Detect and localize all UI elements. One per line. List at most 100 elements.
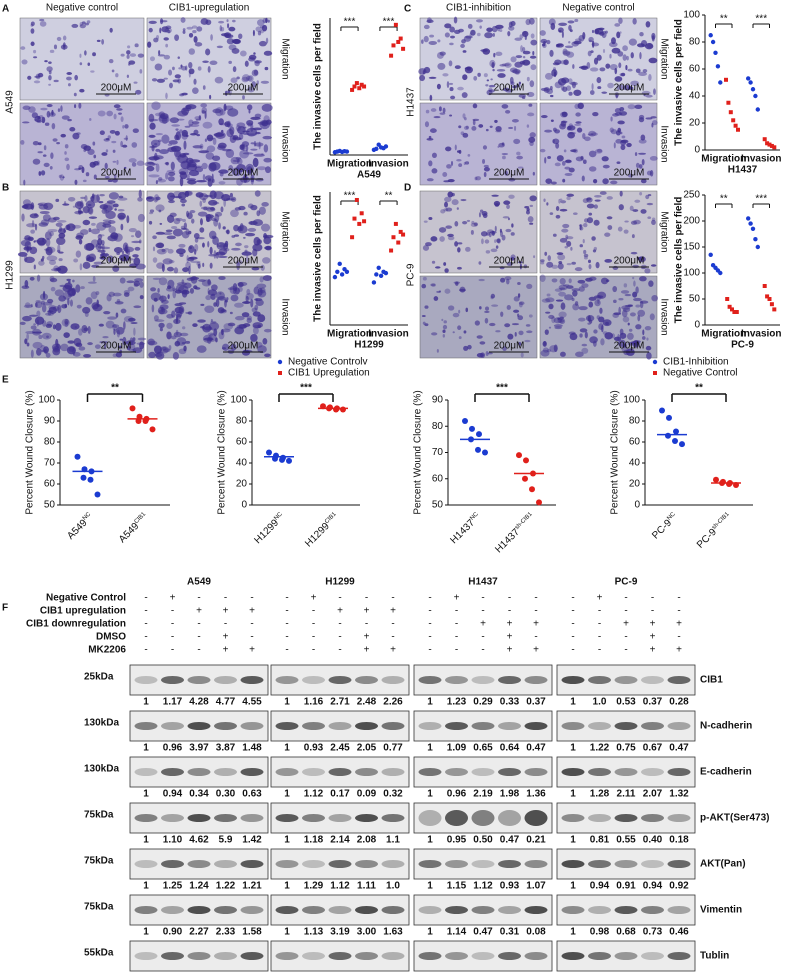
cell xyxy=(473,222,478,227)
data-point xyxy=(359,82,364,87)
quant-value: 1 xyxy=(570,927,576,938)
cell xyxy=(452,312,460,318)
cell xyxy=(23,246,33,251)
condition-sign: - xyxy=(571,645,574,656)
cell xyxy=(260,223,271,232)
cell xyxy=(73,92,77,97)
cell xyxy=(589,336,598,344)
cell xyxy=(220,206,224,213)
quant-value: 0.33 xyxy=(500,697,520,708)
cell xyxy=(36,310,41,317)
cell xyxy=(193,232,200,239)
cell xyxy=(101,152,108,156)
cell xyxy=(461,92,468,98)
cell xyxy=(650,264,657,267)
cell xyxy=(514,125,517,131)
quant-value: 0.98 xyxy=(590,927,610,938)
cell xyxy=(78,207,82,215)
cell xyxy=(209,60,218,65)
cell xyxy=(167,285,172,290)
scale-bar-label: 200μM xyxy=(494,83,525,94)
cell xyxy=(112,353,118,358)
quant-value: 1.1 xyxy=(386,835,400,846)
condition-sign: - xyxy=(171,645,174,656)
cell xyxy=(550,181,557,185)
cell xyxy=(553,317,562,324)
quant-value: 0.37 xyxy=(643,697,663,708)
cell xyxy=(219,122,230,126)
quant-value: 1.17 xyxy=(163,697,183,708)
blot-band xyxy=(240,906,264,914)
cell xyxy=(247,122,252,127)
micrograph-bg xyxy=(19,17,145,101)
cell xyxy=(517,166,524,169)
cell xyxy=(463,345,469,351)
cell xyxy=(442,334,445,338)
blot-band xyxy=(588,814,611,822)
cell xyxy=(647,42,653,49)
cell xyxy=(123,246,135,253)
cell xyxy=(154,319,165,322)
cell xyxy=(192,323,198,328)
cell xyxy=(518,94,526,98)
cell xyxy=(245,232,256,237)
cell xyxy=(42,154,47,157)
cell xyxy=(528,136,536,143)
cell xyxy=(464,117,467,121)
blot-band xyxy=(134,906,158,914)
cell xyxy=(92,141,96,146)
cell xyxy=(209,246,213,255)
cell xyxy=(62,284,73,293)
y-tick-label: 20 xyxy=(236,479,248,490)
x-tick-label: Invasion xyxy=(741,329,782,340)
cell xyxy=(530,39,538,46)
significance: ** xyxy=(111,383,119,394)
y-tick-label: 150 xyxy=(683,242,700,253)
cell xyxy=(540,115,548,119)
cell xyxy=(186,26,194,30)
cell xyxy=(101,243,105,252)
cell xyxy=(153,37,159,43)
cell xyxy=(544,129,553,133)
cell xyxy=(157,178,167,183)
cell xyxy=(204,110,207,119)
cell xyxy=(32,331,43,334)
cell xyxy=(539,274,546,282)
cell xyxy=(97,110,106,117)
cell xyxy=(591,236,596,241)
panel-letter: F xyxy=(2,603,8,614)
cell xyxy=(48,304,57,310)
cell xyxy=(155,196,161,201)
condition-sign: + xyxy=(533,645,539,656)
quant-value: 0.95 xyxy=(447,835,467,846)
y-tick-label: 60 xyxy=(689,64,701,75)
cell xyxy=(430,108,437,112)
cell xyxy=(102,223,112,228)
cell xyxy=(49,259,57,266)
cell xyxy=(99,130,105,136)
cell xyxy=(186,210,190,218)
column-header: Negative control xyxy=(562,3,634,14)
data-point xyxy=(728,110,733,115)
cell xyxy=(118,345,122,349)
cell xyxy=(112,160,117,163)
cell xyxy=(553,71,557,78)
cell xyxy=(588,296,597,301)
cell xyxy=(72,205,77,208)
cell xyxy=(558,198,561,204)
kda-label: 25kDa xyxy=(84,672,114,683)
cell xyxy=(79,200,84,209)
cell xyxy=(74,201,84,210)
cell xyxy=(561,77,570,84)
y-tick-label: 60 xyxy=(236,437,248,448)
cell xyxy=(489,322,496,327)
cell xyxy=(506,204,510,210)
x-tick-label: Migration xyxy=(327,159,372,170)
cell xyxy=(31,112,38,119)
cell xyxy=(192,145,203,149)
cell xyxy=(178,348,187,355)
cell xyxy=(505,228,512,233)
data-point xyxy=(340,406,346,413)
cell xyxy=(562,50,571,56)
cell xyxy=(574,301,579,306)
